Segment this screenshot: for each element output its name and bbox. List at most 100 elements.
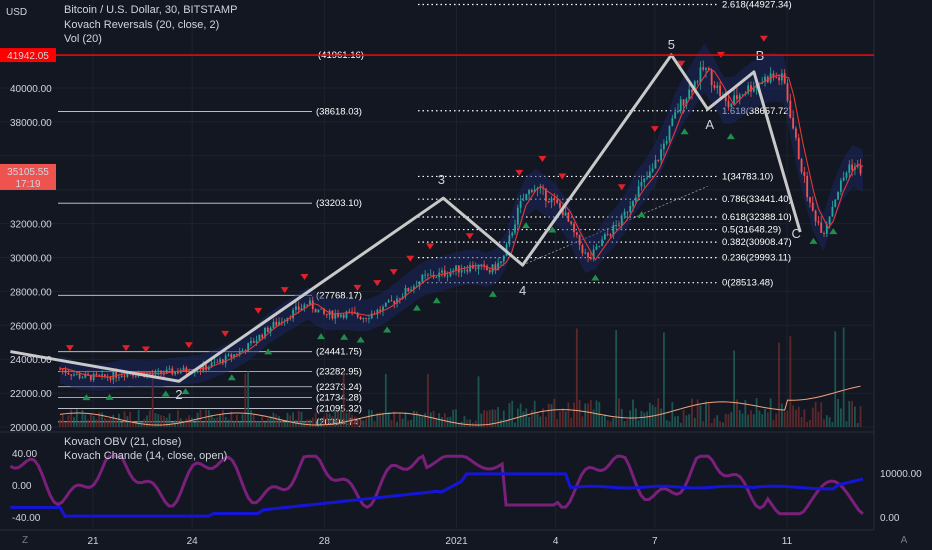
volume-bar — [264, 421, 266, 427]
candle-body — [224, 355, 227, 364]
candle-body — [713, 85, 716, 88]
chart-title[interactable]: Bitcoin / U.S. Dollar, 30, BITSTAMP — [64, 4, 237, 16]
candle-body — [455, 265, 457, 271]
fib-label: 0.5(31648.29) — [722, 225, 781, 236]
indicator-kovach-obv[interactable]: Kovach OBV (21, close) — [64, 436, 181, 448]
candle-body — [427, 274, 429, 276]
candle-body — [199, 370, 202, 372]
volume-bar — [795, 409, 797, 427]
candle-body — [525, 194, 528, 201]
candle-body — [797, 137, 800, 160]
volume-bar — [643, 412, 646, 427]
volume-bar — [359, 419, 362, 427]
volume-bar — [752, 414, 755, 427]
volume-bar — [168, 413, 171, 427]
candle-body — [103, 374, 106, 378]
volume-bar — [356, 419, 359, 427]
candle-body — [811, 202, 814, 211]
volume-bar — [522, 411, 525, 427]
volume-bar — [469, 419, 471, 427]
wave-label-3: 3 — [438, 172, 445, 187]
volume-bar — [587, 403, 589, 427]
candle-body — [831, 206, 834, 217]
time-axis[interactable]: 21 24 28 2021 4 7 11 — [87, 536, 792, 547]
volume-bar — [851, 401, 854, 427]
volume-bar — [561, 408, 564, 427]
candle-body — [429, 274, 432, 276]
volume-bar — [772, 419, 775, 427]
volume-bar — [185, 418, 188, 427]
obv-tick-label: 10000.00 — [880, 469, 922, 480]
buy-marker — [432, 297, 441, 304]
candle-body — [634, 197, 637, 202]
volume-bar — [362, 420, 365, 427]
candle-body — [398, 298, 401, 300]
volume-bar — [64, 421, 67, 427]
volume-bar — [334, 410, 337, 427]
candle-body — [587, 252, 589, 258]
volume-bar — [354, 416, 356, 427]
candle-body — [786, 83, 789, 101]
volume-bar — [727, 414, 730, 427]
candle-body — [213, 361, 216, 363]
volume-bar — [457, 422, 460, 427]
candle-body — [177, 371, 179, 374]
volume-bar — [398, 413, 401, 427]
volume-bar — [309, 419, 311, 427]
level-label: (21095.32) — [316, 403, 362, 414]
tradingview-z-icon[interactable]: Z — [22, 535, 28, 546]
volume-bar — [331, 415, 334, 427]
countdown-text: 17:19 — [15, 179, 40, 190]
buy-marker — [317, 333, 326, 340]
volume-bar — [780, 403, 783, 427]
candle-body — [317, 309, 320, 313]
candle-body — [463, 269, 466, 271]
wave-label-5: 5 — [668, 37, 675, 52]
wave-label-4: 4 — [519, 283, 526, 298]
buy-marker — [521, 222, 530, 229]
volume-bars — [59, 327, 862, 427]
volume-bar — [615, 330, 618, 427]
candle-body — [221, 359, 224, 364]
candle-body — [421, 274, 424, 282]
indicator-kovach-chande[interactable]: Kovach Chande (14, close, open) — [64, 450, 227, 462]
volume-bar — [618, 398, 620, 427]
volume-bar — [859, 406, 862, 427]
volume-bar — [221, 410, 224, 427]
candle-body — [839, 180, 842, 192]
volume-bar — [733, 350, 736, 427]
volume-bar — [446, 417, 449, 427]
volume-bar — [519, 403, 522, 427]
candle-body — [424, 274, 427, 276]
candle-body — [410, 289, 412, 292]
lower-axis[interactable]: 40.00 0.00 -40.00 10000.00 0.00 — [12, 449, 922, 524]
volume-bar — [275, 414, 278, 427]
volume-bar — [761, 414, 764, 427]
volume-bar — [654, 406, 657, 427]
candle-body — [387, 300, 390, 303]
volume-bar — [640, 410, 643, 427]
candle-body — [354, 311, 356, 313]
candle-body — [314, 309, 317, 313]
candle-body — [716, 85, 719, 88]
candle-body — [160, 370, 162, 374]
price-axis[interactable]: 40000.00 38000.00 32000.00 30000.00 28000.00… — [10, 84, 52, 434]
volume-bar — [151, 376, 154, 427]
candle-body — [856, 165, 859, 167]
candle-body — [842, 177, 845, 181]
volume-bar — [207, 410, 210, 427]
auto-scale-a-icon[interactable]: A — [901, 535, 908, 546]
volume-bar — [129, 411, 132, 427]
candle-body — [809, 197, 811, 203]
candle-body — [109, 377, 112, 380]
sell-marker — [426, 243, 435, 250]
indicator-volume[interactable]: Vol (20) — [64, 33, 102, 45]
candle-body — [589, 257, 592, 259]
volume-bar — [685, 415, 688, 427]
volume-bar — [842, 327, 845, 427]
volume-bar — [491, 409, 494, 427]
candle-body — [59, 369, 61, 371]
indicator-kovach-reversals[interactable]: Kovach Reversals (20, close, 2) — [64, 19, 219, 31]
candle-body — [685, 99, 688, 106]
